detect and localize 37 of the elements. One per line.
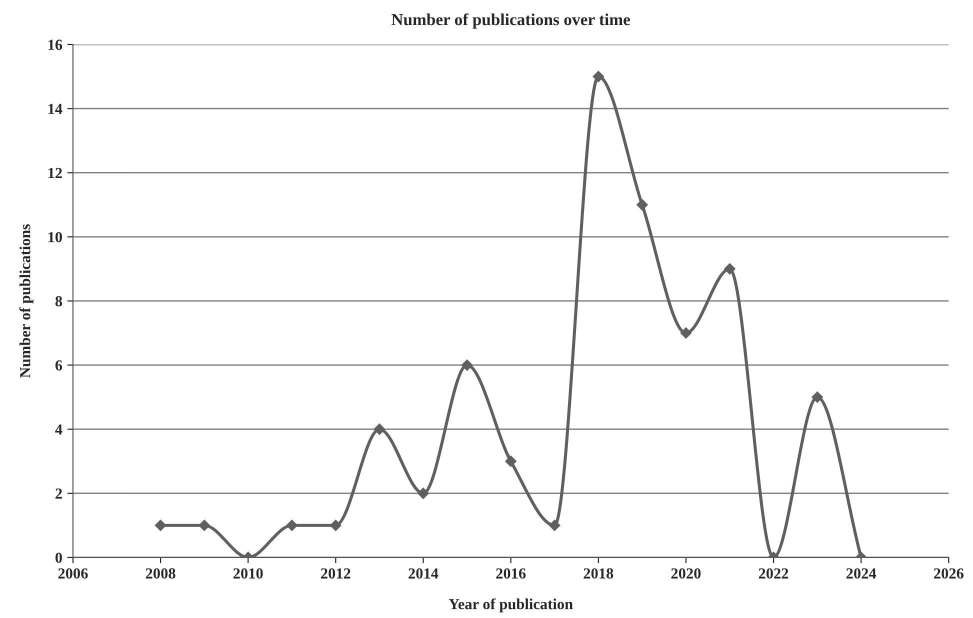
point bbox=[724, 263, 736, 275]
y-tick-label: 16 bbox=[48, 40, 62, 50]
x-tick-label: 2020 bbox=[671, 568, 701, 579]
point bbox=[461, 359, 473, 371]
y-tick-label: 8 bbox=[55, 296, 62, 306]
y-tick-label: 2 bbox=[56, 488, 62, 499]
point bbox=[374, 424, 386, 435]
x-tick-label: 2026 bbox=[934, 568, 964, 579]
point bbox=[286, 520, 298, 531]
y-tick-label: 12 bbox=[48, 168, 62, 178]
y-tick-label: 10 bbox=[48, 232, 62, 242]
point bbox=[154, 520, 166, 531]
x-tick-label: 2006 bbox=[58, 568, 88, 579]
point bbox=[636, 199, 648, 210]
point bbox=[812, 392, 823, 403]
point bbox=[680, 327, 692, 339]
point bbox=[418, 488, 429, 499]
point bbox=[549, 520, 560, 531]
x-tick-label: 2016 bbox=[496, 568, 526, 579]
x-tick-label: 2022 bbox=[758, 568, 788, 579]
y-tick-label: 14 bbox=[48, 104, 62, 114]
point bbox=[198, 520, 210, 531]
x-axis-title: Year of publication bbox=[448, 598, 573, 612]
chart-title: Number of publications over time bbox=[392, 13, 630, 29]
x-tick-label: 2024 bbox=[846, 568, 876, 579]
x-tick-label: 2008 bbox=[146, 568, 176, 579]
x-tick-label: 2014 bbox=[408, 568, 438, 579]
y-axis-title: Number of publications bbox=[19, 224, 34, 378]
point bbox=[330, 520, 342, 531]
y-tick-label: 6 bbox=[55, 360, 62, 371]
point bbox=[505, 456, 516, 467]
y-tick-label: 4 bbox=[55, 424, 62, 434]
y-tick-label: 0 bbox=[56, 552, 62, 563]
point bbox=[592, 70, 604, 82]
x-tick-label: 2012 bbox=[321, 568, 350, 579]
x-tick-label: 2018 bbox=[584, 568, 614, 579]
x-tick-label: 2010 bbox=[233, 568, 263, 579]
